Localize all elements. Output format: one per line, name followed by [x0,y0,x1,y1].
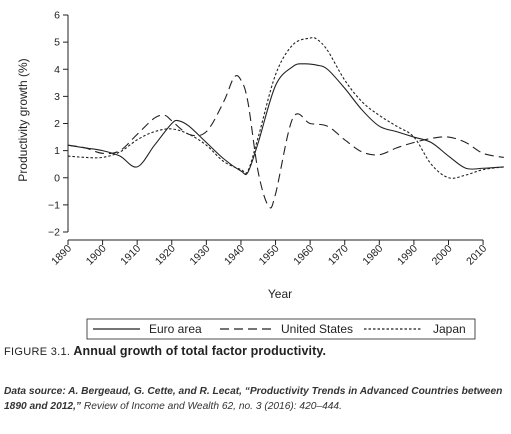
figure-number: FIGURE 3.1. [4,346,71,358]
legend-label-japan: Japan [433,322,466,336]
x-tick-label: 1890 [49,243,74,268]
source-journal: Review of Income and Wealth 62, no. 3 (2… [81,401,342,412]
y-tick-label: −1 [48,199,60,211]
x-tick-label: 1940 [222,243,247,268]
axes: −2 −1 0 1 2 3 4 5 6 1890 1900 1910 1920 1930 1940 1950 1… [48,10,489,268]
y-tick-label: 3 [54,91,60,103]
y-tick-label: 0 [54,172,60,184]
legend-label-united-states: United States [281,322,353,336]
y-tick-label: 6 [54,10,60,22]
legend-label-euro-area: Euro area [149,322,202,336]
x-tick-label: 1900 [84,243,109,268]
x-tick-label: 2010 [464,243,489,268]
figure-source: Data source: A. Bergeaud, G. Cette, and … [4,384,507,414]
x-tick-label: 1920 [153,243,178,268]
y-tick-label: −2 [48,227,60,239]
y-tick-label: 1 [54,145,60,157]
series-line-united-states [67,75,504,209]
legend-box [86,318,476,340]
figure-caption: FIGURE 3.1. Annual growth of total facto… [4,344,507,358]
y-tick-label: 5 [54,37,60,49]
x-tick-label: 1910 [118,243,143,268]
x-tick-label: 1950 [257,243,282,268]
source-citation: Data source: A. Bergeaud, G. Cette, and … [4,386,503,412]
productivity-chart: Productivity growth (%) Year −2 −1 0 1 2 3 4 5 6… [16,10,504,340]
series-lines [67,37,504,209]
x-tick-label: 1990 [395,243,420,268]
series-line-japan [67,37,504,179]
x-tick-label: 1980 [360,243,385,268]
figure-title: Annual growth of total factor productivi… [73,344,327,358]
y-axis-title: Productivity growth (%) [16,58,30,181]
x-axis-title: Year [268,287,292,301]
x-tick-label: 1970 [326,243,351,268]
y-tick-label: 2 [54,118,60,130]
x-tick-label: 2000 [430,243,455,268]
x-tick-label: 1930 [187,243,212,268]
legend: Euro area United States Japan [86,318,476,340]
y-tick-label: 4 [54,64,60,76]
x-tick-label: 1960 [291,243,316,268]
series-line-euro-area [67,63,504,176]
